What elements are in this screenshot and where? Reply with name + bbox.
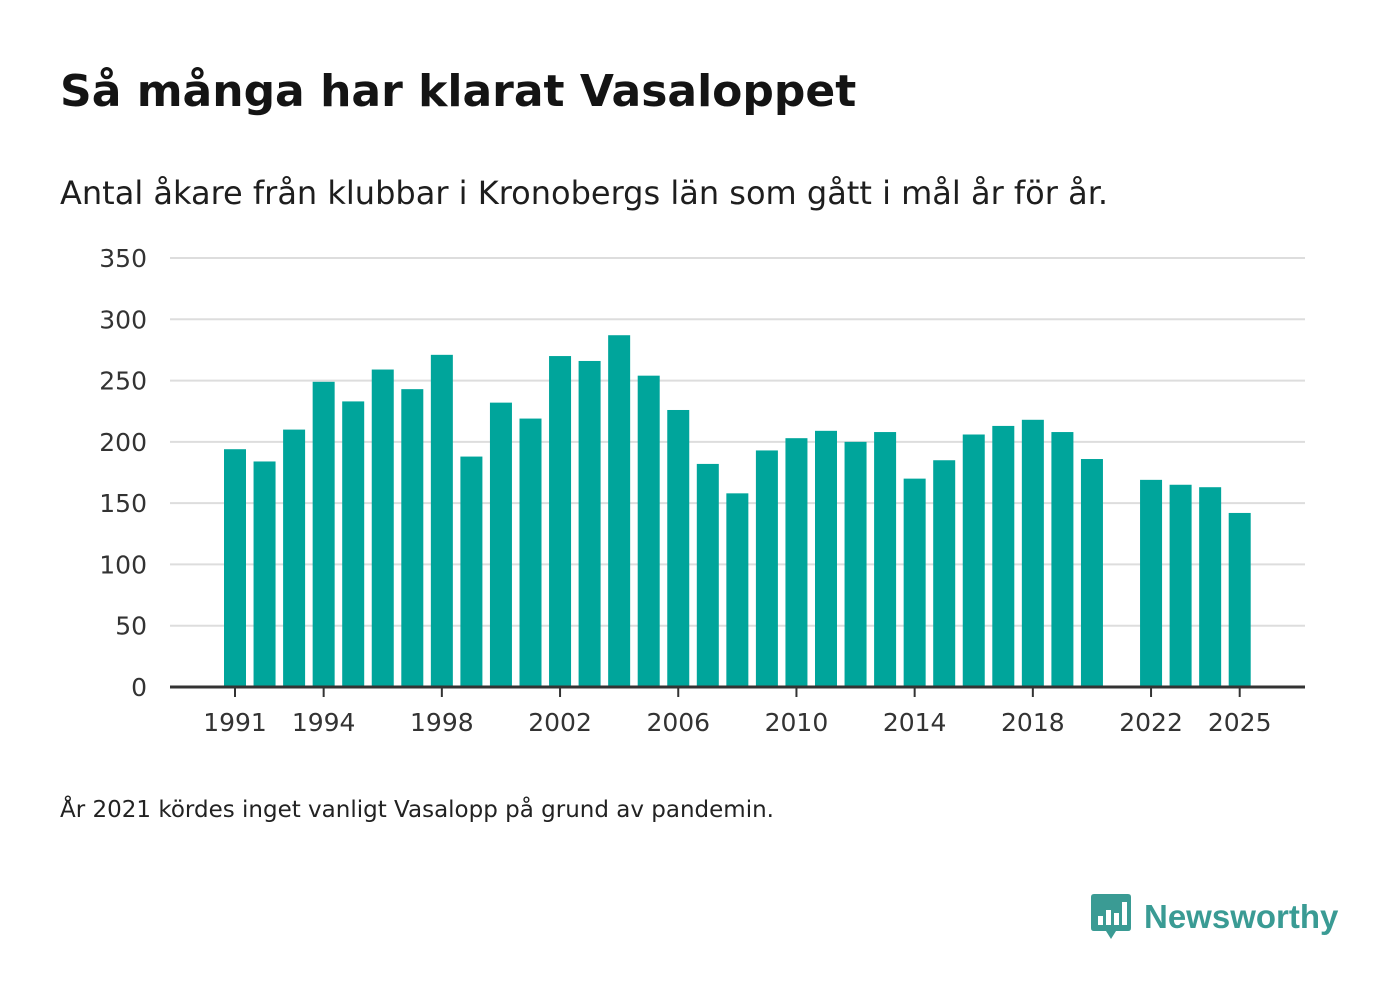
- bar-1995: [342, 401, 365, 687]
- footnote: År 2021 kördes inget vanligt Vasalopp på…: [60, 797, 774, 823]
- y-tick-label-300: 300: [99, 305, 147, 334]
- bar-2014: [903, 478, 926, 687]
- bar-2015: [933, 460, 956, 687]
- bar-2017: [992, 425, 1015, 687]
- bar-2009: [755, 450, 778, 687]
- x-tick-label-2022: 2022: [1119, 708, 1183, 737]
- chart-subtitle: Antal åkare från klubbar i Kronobergs lä…: [60, 174, 1109, 212]
- bar-2006: [667, 409, 690, 687]
- y-tick-label-250: 250: [99, 367, 147, 396]
- bar-2005: [637, 375, 660, 687]
- chart-title: Så många har klarat Vasaloppet: [60, 66, 857, 117]
- bar-2002: [549, 356, 572, 687]
- y-tick-label-150: 150: [99, 489, 147, 518]
- bar-1994: [312, 381, 335, 687]
- bar-2023: [1169, 484, 1192, 687]
- bar-2013: [874, 432, 897, 687]
- newsworthy-logo-text: Newsworthy: [1144, 898, 1339, 935]
- bar-2024: [1199, 487, 1222, 687]
- x-tick-label-2002: 2002: [528, 708, 592, 737]
- newsworthy-logo[interactable]: Newsworthy: [1090, 892, 1338, 942]
- y-tick-label-350: 350: [99, 244, 147, 273]
- bars: [224, 335, 1251, 687]
- x-tick-label-2025: 2025: [1208, 708, 1272, 737]
- bar-2010: [785, 438, 808, 687]
- x-tick-label-1998: 1998: [410, 708, 474, 737]
- x-axis-ticks: 1991 1994 1998 2002 2006 2010 2014 2018 2022 2025: [203, 687, 1272, 737]
- bar-2012: [844, 441, 867, 687]
- x-tick-label-1991: 1991: [203, 708, 267, 737]
- bar-1997: [401, 389, 424, 687]
- x-tick-label-2006: 2006: [646, 708, 710, 737]
- bar-2022: [1140, 479, 1163, 687]
- x-tick-label-2018: 2018: [1001, 708, 1065, 737]
- bar-1999: [460, 456, 483, 687]
- bar-2019: [1051, 432, 1074, 687]
- bar-2011: [815, 430, 837, 687]
- bar-2004: [608, 335, 631, 687]
- y-tick-label-200: 200: [99, 428, 147, 457]
- bar-2025: [1228, 512, 1251, 687]
- bar-1992: [253, 461, 276, 687]
- bar-2007: [696, 463, 719, 687]
- bar-2008: [726, 493, 749, 687]
- y-tick-label-0: 0: [131, 673, 147, 702]
- x-tick-label-2014: 2014: [883, 708, 947, 737]
- newsworthy-logo-icon: [1091, 894, 1131, 939]
- bar-1993: [283, 429, 306, 687]
- bar-2000: [489, 402, 512, 687]
- y-axis-ticks: 0 50 100 150 200 250 300 350: [99, 244, 147, 702]
- x-tick-label-1994: 1994: [292, 708, 356, 737]
- bar-2016: [962, 434, 985, 687]
- bar-1998: [430, 354, 453, 687]
- x-tick-label-2010: 2010: [765, 708, 829, 737]
- bar-2001: [519, 418, 542, 687]
- y-tick-label-50: 50: [115, 612, 147, 641]
- bar-1991: [224, 449, 246, 687]
- bar-1996: [371, 369, 394, 687]
- bar-2018: [1021, 419, 1044, 687]
- bar-2020: [1080, 459, 1103, 687]
- y-tick-label-100: 100: [99, 550, 147, 579]
- bar-2003: [578, 360, 601, 687]
